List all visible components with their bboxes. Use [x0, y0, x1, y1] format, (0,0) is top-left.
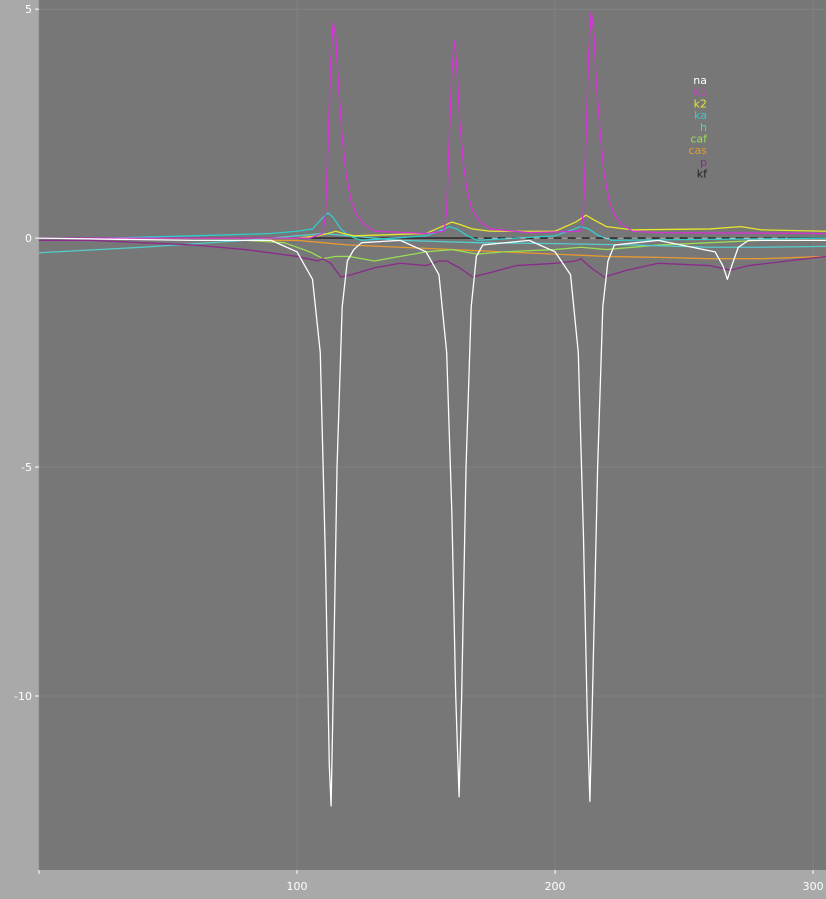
legend-label-k2: k2	[694, 97, 707, 110]
legend-label-na: na	[693, 74, 707, 87]
y-tick-label: -10	[14, 690, 32, 703]
series-line-ka	[103, 212, 826, 242]
series-layer	[38, 10, 826, 807]
legend-label-h: h	[700, 121, 707, 134]
y-tick-label: 5	[25, 3, 32, 16]
legend-label-caf: caf	[690, 133, 708, 146]
x-tick-label: 300	[803, 880, 824, 893]
legend-label-k1: k1	[694, 86, 707, 99]
y-tick-label: -5	[21, 461, 32, 474]
x-tick-label: 100	[287, 880, 308, 893]
x-tick-label: 200	[545, 880, 566, 893]
x-axis-ticks: 100 200 300	[38, 870, 824, 893]
series-line-na	[38, 237, 826, 807]
legend-label-cas: cas	[688, 144, 707, 157]
legend-label-kf: kf	[697, 168, 708, 181]
plot-area	[39, 0, 826, 870]
y-tick-label: 0	[25, 232, 32, 245]
series-line-k2	[39, 214, 826, 239]
legend-label-ka: ka	[694, 109, 707, 122]
y-axis-ticks: 5 0 -5 -10	[14, 3, 39, 703]
legend-label-p: p	[700, 156, 707, 169]
series-line-k1	[39, 10, 826, 239]
